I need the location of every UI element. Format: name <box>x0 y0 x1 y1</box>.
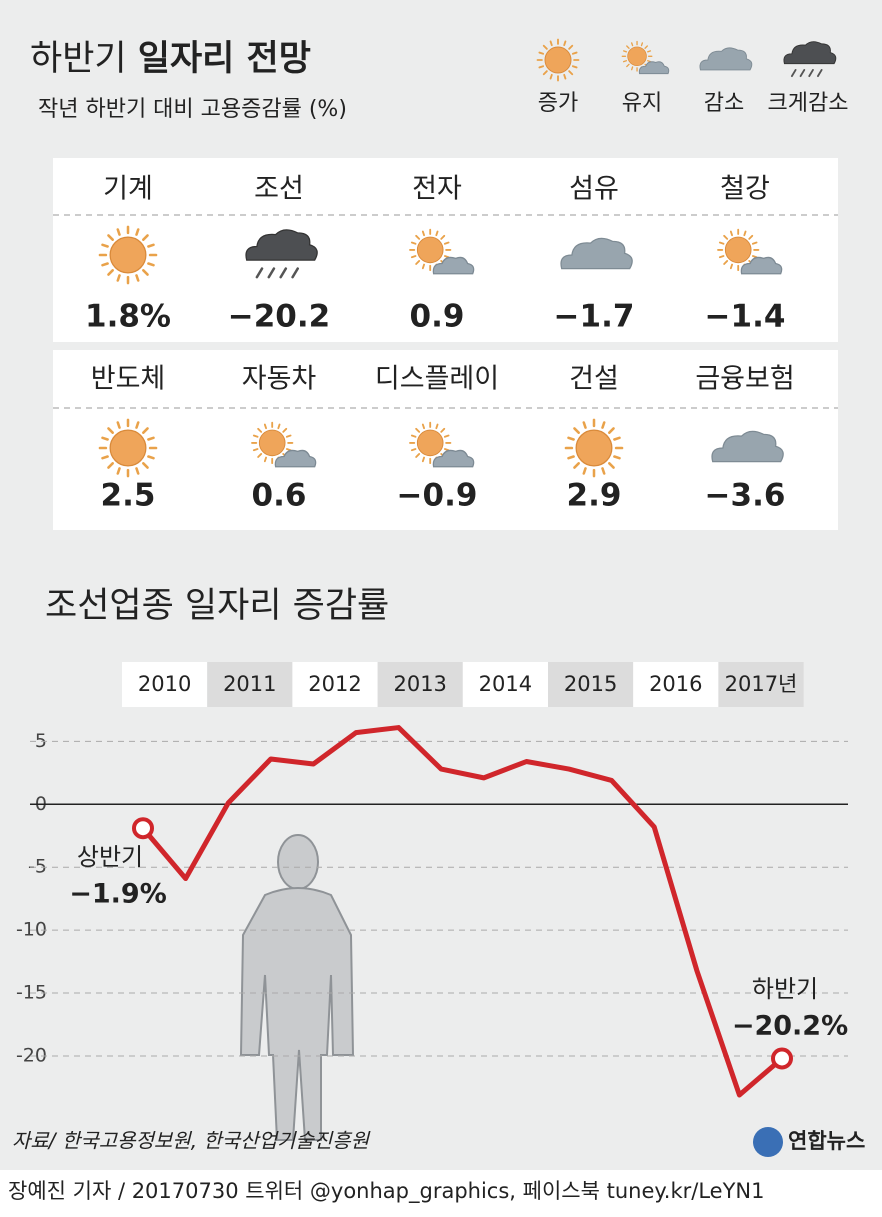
industry-name: 철강 <box>720 174 770 205</box>
year-band <box>548 662 634 707</box>
year-band <box>633 662 719 707</box>
chart-title: 조선업종 일자리 증감률 <box>45 586 389 626</box>
value-label: −20.2% <box>732 1011 848 1042</box>
year-label: 2016 <box>649 672 702 696</box>
source: 자료/ 한국고용정보원, 한국산업기술진흥원 <box>12 1129 371 1153</box>
legend-label: 유지 <box>622 91 662 116</box>
logo-text: 연합뉴스 <box>788 1129 865 1153</box>
industry-value: 0.6 <box>252 478 307 514</box>
value-label: −1.9% <box>69 879 167 910</box>
industry-name: 건설 <box>569 364 619 395</box>
year-label: 2012 <box>308 672 361 696</box>
end-point <box>771 1047 793 1070</box>
year-label: 2014 <box>479 672 532 696</box>
line-chart: 2010 2011 2012 2013 2014 2015 2016 2017년50-5-10… <box>16 662 848 1098</box>
year-label: 2011 <box>223 672 276 696</box>
industry-value: 2.9 <box>567 478 622 514</box>
industry-value: 1.8% <box>85 299 171 335</box>
footer-background <box>0 1170 882 1213</box>
legend-label: 크게감소 <box>768 91 849 116</box>
year-label: 2017년 <box>725 672 798 696</box>
y-tick-label: -5 <box>28 856 47 878</box>
subtitle: 작년 하반기 대비 고용증감률 (%) <box>38 97 347 122</box>
year-label: 2010 <box>138 672 191 696</box>
industry-name: 반도체 <box>91 364 166 395</box>
title-light: 하반기 <box>30 39 127 79</box>
row-separator <box>53 342 838 350</box>
industry-value: −1.4 <box>705 299 786 335</box>
year-band <box>377 662 463 707</box>
industry-value: −1.7 <box>554 299 635 335</box>
data-line <box>141 725 784 1098</box>
legend-label: 감소 <box>704 91 744 116</box>
industry-name: 디스플레이 <box>375 364 499 395</box>
industry-value: 0.9 <box>410 299 465 335</box>
year-label: 2013 <box>393 672 446 696</box>
industry-name: 조선 <box>254 174 304 205</box>
industry-value: −3.6 <box>705 478 786 514</box>
industry-value: −20.2 <box>228 299 330 335</box>
byline: 장예진 기자 / 20170730 트위터 @yonhap_graphics, … <box>8 1179 765 1204</box>
year-band <box>718 662 804 707</box>
title-bold: 일자리 전망 <box>138 39 311 79</box>
industry-name: 금융보험 <box>695 364 794 395</box>
title: 하반기 일자리 전망 <box>30 39 311 79</box>
industry-name: 자동차 <box>242 364 317 395</box>
end-point <box>132 817 154 840</box>
industry-name: 전자 <box>412 174 462 205</box>
year-band <box>122 662 208 707</box>
person-illustration <box>239 834 355 1141</box>
y-tick-label: 5 <box>35 730 47 752</box>
annotation: 하반기 <box>752 975 818 1003</box>
logo-mark <box>753 1127 783 1157</box>
industry-name: 섬유 <box>569 174 619 205</box>
year-band <box>462 662 548 707</box>
industry-value: −0.9 <box>397 478 478 514</box>
year-band <box>292 662 378 707</box>
industry-name: 기계 <box>103 174 153 205</box>
legend-label: 증가 <box>538 91 578 116</box>
year-label: 2015 <box>564 672 617 696</box>
industry-table: 기계 1.8% 조선 −20.2 전자 0.9 섬유 −1.7 철강 −1.4 반도체 2.5 자동차 0… <box>53 174 838 514</box>
legend: 증가 유지 감소 크게감소 <box>536 38 849 116</box>
year-band <box>207 662 293 707</box>
annotation: 상반기 <box>77 843 143 871</box>
industry-value: 2.5 <box>101 478 156 514</box>
